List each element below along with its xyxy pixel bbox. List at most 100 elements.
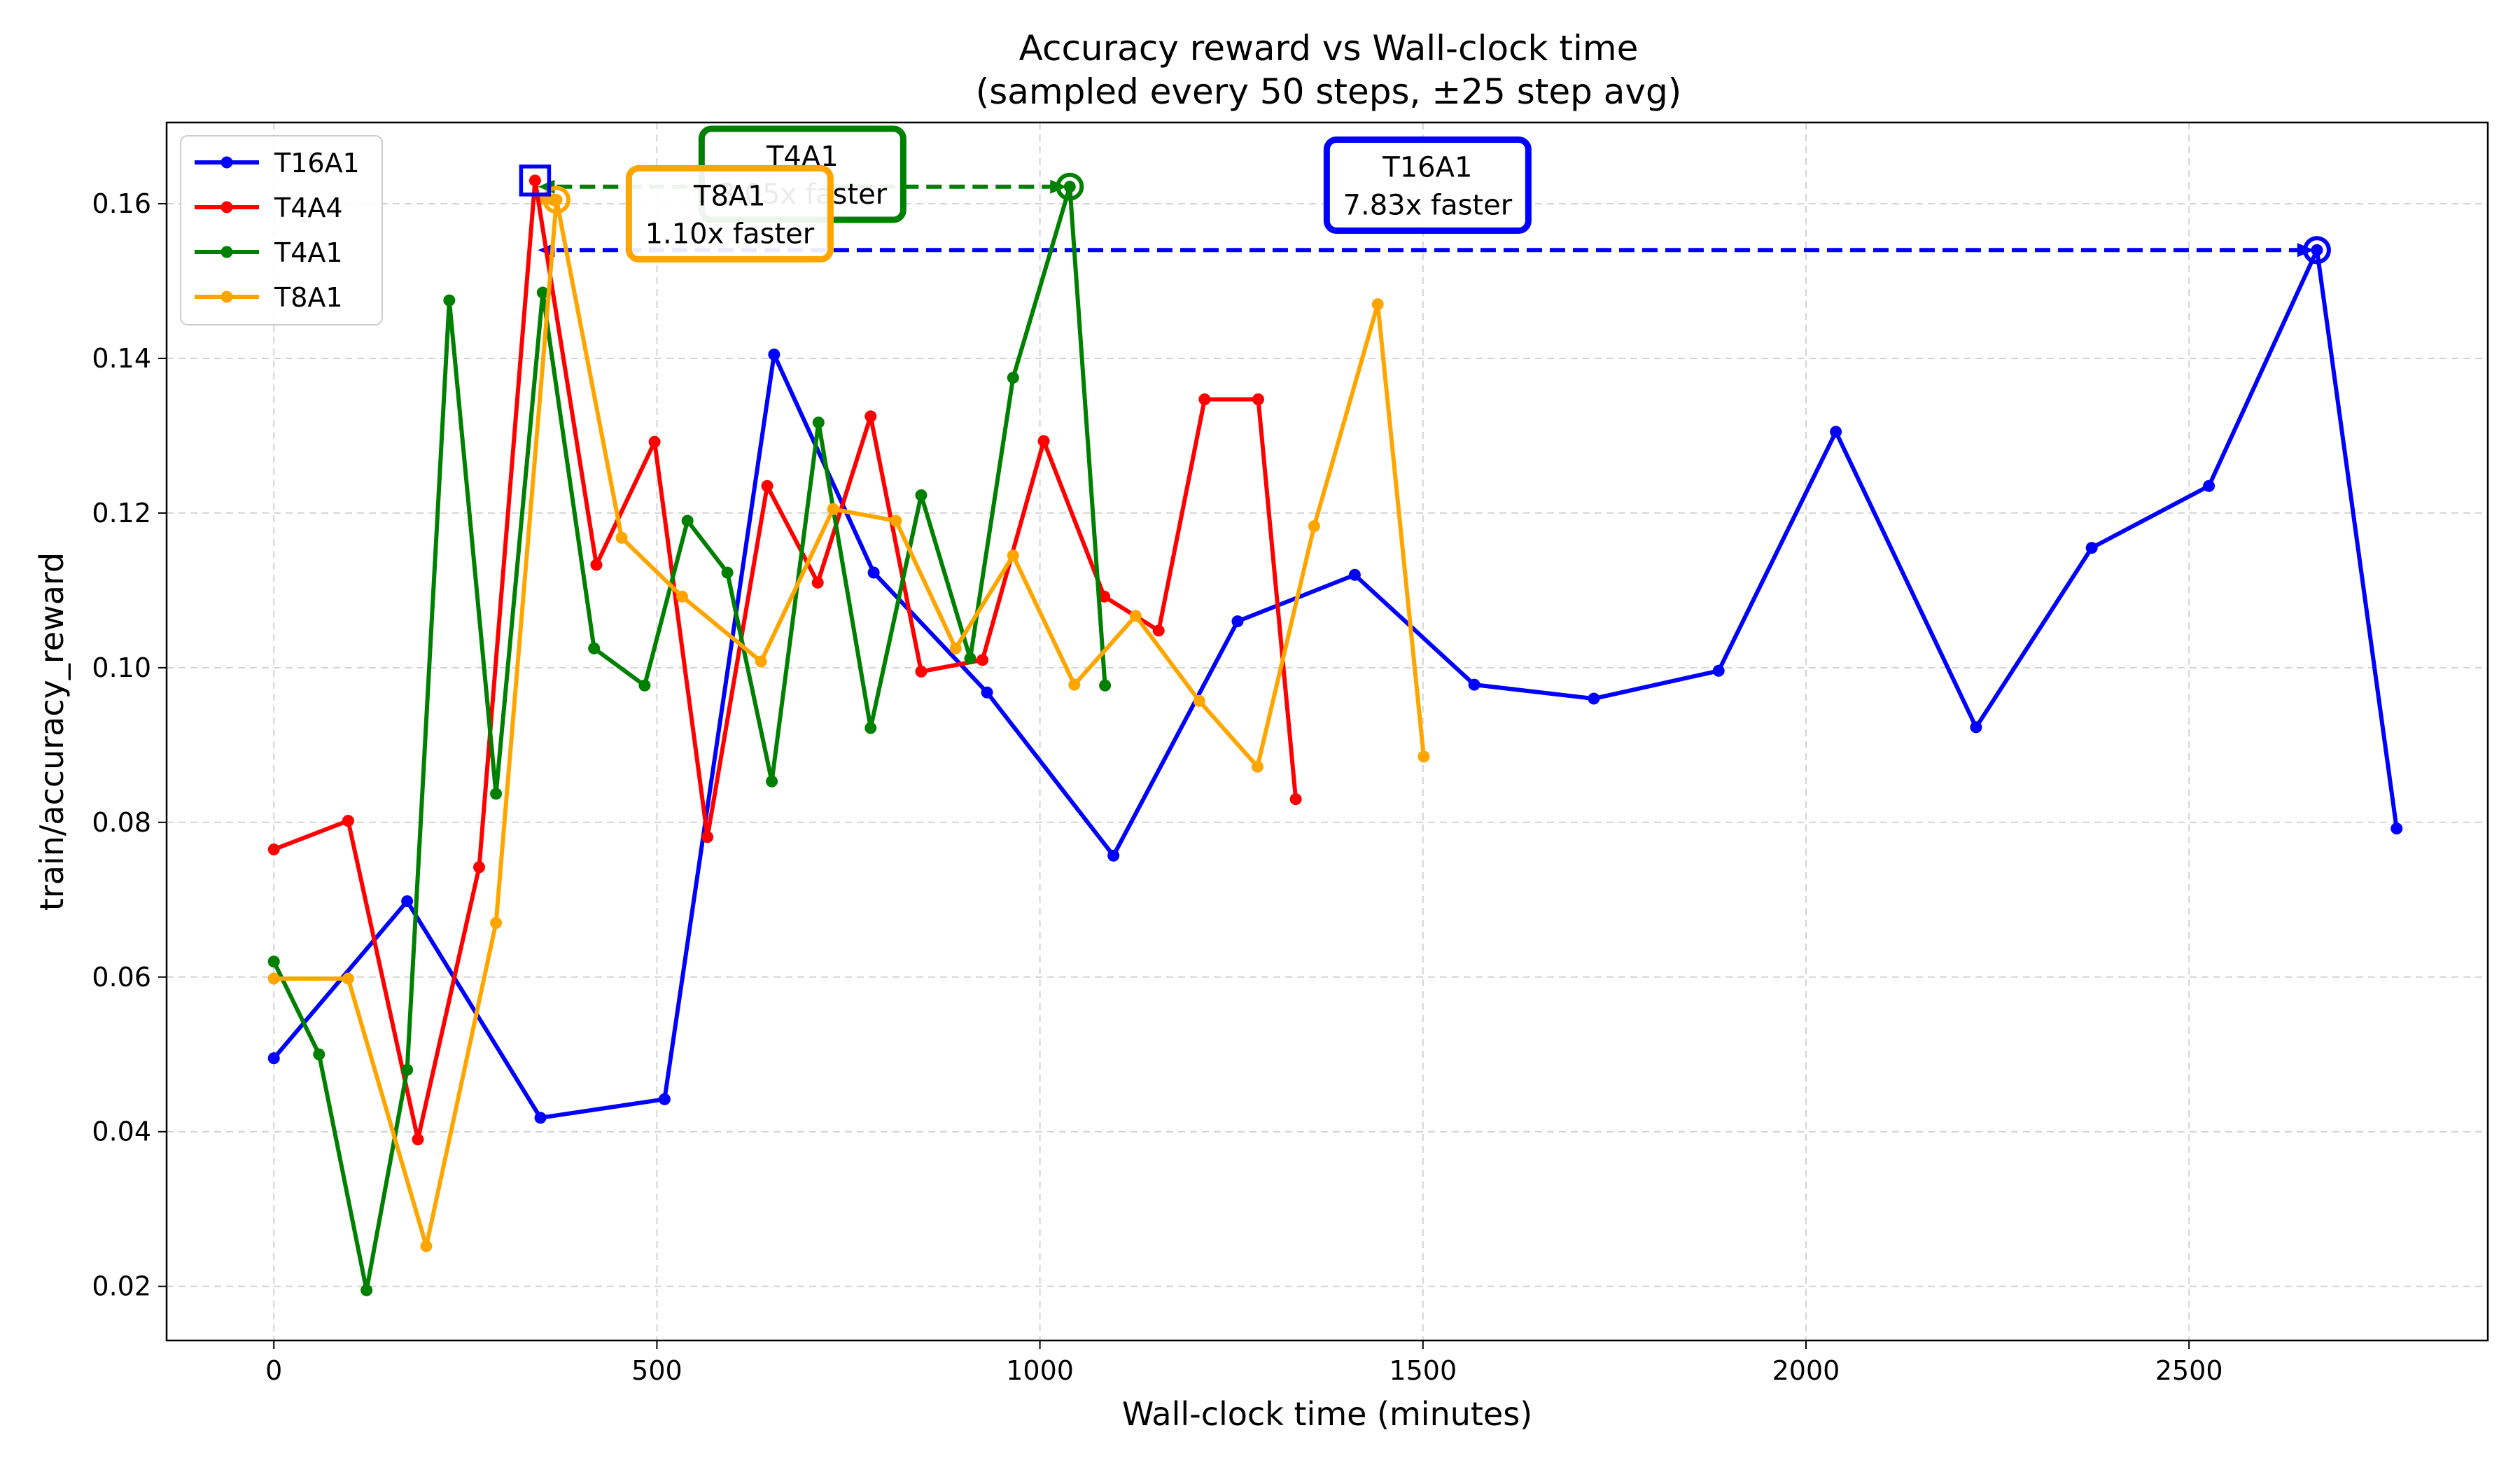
plot-area-frame: [165, 121, 2489, 1342]
data-point-t4a4: [811, 576, 824, 589]
data-point-t4a4: [976, 654, 989, 666]
data-point-t4a1: [588, 642, 601, 654]
y-tick-label: 0.02: [92, 1271, 151, 1302]
data-point-t16a1: [1970, 721, 1982, 734]
data-point-t4a4: [915, 665, 927, 678]
data-point-t4a4: [473, 861, 486, 874]
data-point-t16a1: [401, 895, 414, 907]
x-axis-label: Wall-clock time (minutes): [1122, 1395, 1532, 1433]
data-point-t4a1: [681, 514, 694, 527]
y-axis-label: train/accuracy_reward: [33, 552, 71, 911]
target-ring-t16a1: [2302, 236, 2331, 265]
y-tick-label: 0.14: [92, 343, 151, 374]
y-tick-label: 0.04: [92, 1116, 151, 1147]
chart-subtitle: (sampled every 50 steps, ±25 step avg): [976, 71, 1682, 112]
speedup-box-t8a1: [625, 164, 834, 262]
data-point-t4a1: [360, 1284, 373, 1296]
legend-label: T4A1: [274, 237, 343, 268]
data-point-t8a1: [1007, 550, 1019, 562]
data-point-t8a1: [490, 916, 503, 929]
speedup-box-t16a1: [1323, 136, 1532, 234]
x-tick-label: 1500: [1389, 1355, 1457, 1386]
data-point-t4a1: [766, 775, 778, 788]
data-point-t16a1: [768, 348, 780, 360]
data-point-t4a4: [590, 559, 603, 571]
data-point-t4a4: [1098, 590, 1111, 603]
speedup-box-series: T8A1: [693, 180, 766, 212]
data-point-t4a1: [1063, 181, 1076, 193]
data-point-t16a1: [1830, 426, 1842, 438]
legend-swatch-point: [220, 290, 233, 303]
data-point-t4a4: [1198, 393, 1211, 406]
x-tick-label: 0: [265, 1355, 282, 1386]
data-point-t4a4: [864, 410, 877, 423]
data-point-t4a1: [964, 652, 976, 665]
x-tick-label: 2500: [2155, 1355, 2223, 1386]
data-point-t16a1: [658, 1093, 671, 1105]
legend: T16A1 T4A4 T4A1 T8A1: [180, 135, 383, 326]
data-point-t4a1: [864, 722, 877, 734]
data-point-t8a1: [1371, 298, 1384, 311]
data-point-t4a1: [1099, 679, 1112, 692]
data-point-t4a4: [701, 831, 714, 844]
data-point-t4a4: [1152, 624, 1165, 637]
data-point-t8a1: [420, 1240, 433, 1252]
data-point-t16a1: [2085, 542, 2098, 554]
data-point-t4a1: [1007, 372, 1019, 384]
target-ring-t4a1: [1056, 172, 1084, 201]
x-tick-label: 1000: [1006, 1355, 1074, 1386]
data-point-t16a1: [1107, 849, 1120, 862]
data-point-t8a1: [827, 503, 839, 515]
data-point-t8a1: [755, 655, 767, 668]
data-point-t4a1: [443, 294, 456, 307]
data-point-t8a1: [1129, 610, 1142, 622]
data-point-t8a1: [342, 972, 354, 985]
data-point-t4a1: [915, 489, 927, 501]
data-point-t8a1: [676, 590, 689, 603]
legend-label: T16A1: [274, 148, 360, 178]
data-point-t16a1: [534, 1112, 547, 1124]
data-point-t16a1: [1348, 568, 1361, 581]
chart-title: Accuracy reward vs Wall-clock time: [1019, 28, 1639, 69]
data-point-t16a1: [2203, 479, 2216, 492]
data-point-t4a1: [267, 955, 280, 968]
y-tick-label: 0.08: [92, 807, 151, 838]
data-point-t8a1: [1251, 760, 1264, 773]
data-point-t4a1: [401, 1063, 414, 1076]
data-point-t4a1: [721, 566, 734, 579]
data-point-t4a4: [648, 435, 661, 448]
y-tick-label: 0.16: [92, 188, 151, 219]
series-lines: [267, 174, 2403, 1296]
legend-swatch-point: [220, 201, 233, 214]
y-tick-label: 0.10: [92, 652, 151, 683]
data-point-t16a1: [2311, 244, 2323, 256]
data-point-t8a1: [267, 972, 280, 985]
legend-swatch-point: [220, 156, 233, 169]
data-point-t16a1: [1588, 692, 1600, 705]
data-point-t8a1: [1308, 520, 1320, 533]
data-point-t8a1: [1418, 750, 1430, 763]
speedup-box-series: T16A1: [1382, 151, 1472, 183]
data-point-t4a1: [313, 1048, 326, 1060]
data-point-t4a4: [267, 843, 280, 855]
data-point-t8a1: [1193, 694, 1205, 707]
data-point-t8a1: [550, 193, 563, 206]
data-point-t16a1: [867, 566, 880, 579]
data-point-t16a1: [267, 1052, 280, 1065]
data-point-t16a1: [2390, 822, 2403, 835]
data-point-t16a1: [981, 686, 993, 699]
data-point-t4a4: [761, 479, 774, 492]
y-tick-label: 0.06: [92, 962, 151, 993]
speedup-box-text: 7.83x faster: [1343, 189, 1513, 221]
data-point-t4a4: [1037, 435, 1050, 447]
x-tick-label: 2000: [1772, 1355, 1840, 1386]
data-point-t4a4: [528, 174, 541, 187]
legend-box: [180, 135, 383, 326]
legend-label: T4A4: [274, 192, 343, 223]
data-point-t4a1: [490, 788, 503, 800]
legend-swatch-point: [220, 246, 233, 258]
data-point-t16a1: [1231, 615, 1244, 628]
y-tick-label: 0.12: [92, 498, 151, 528]
